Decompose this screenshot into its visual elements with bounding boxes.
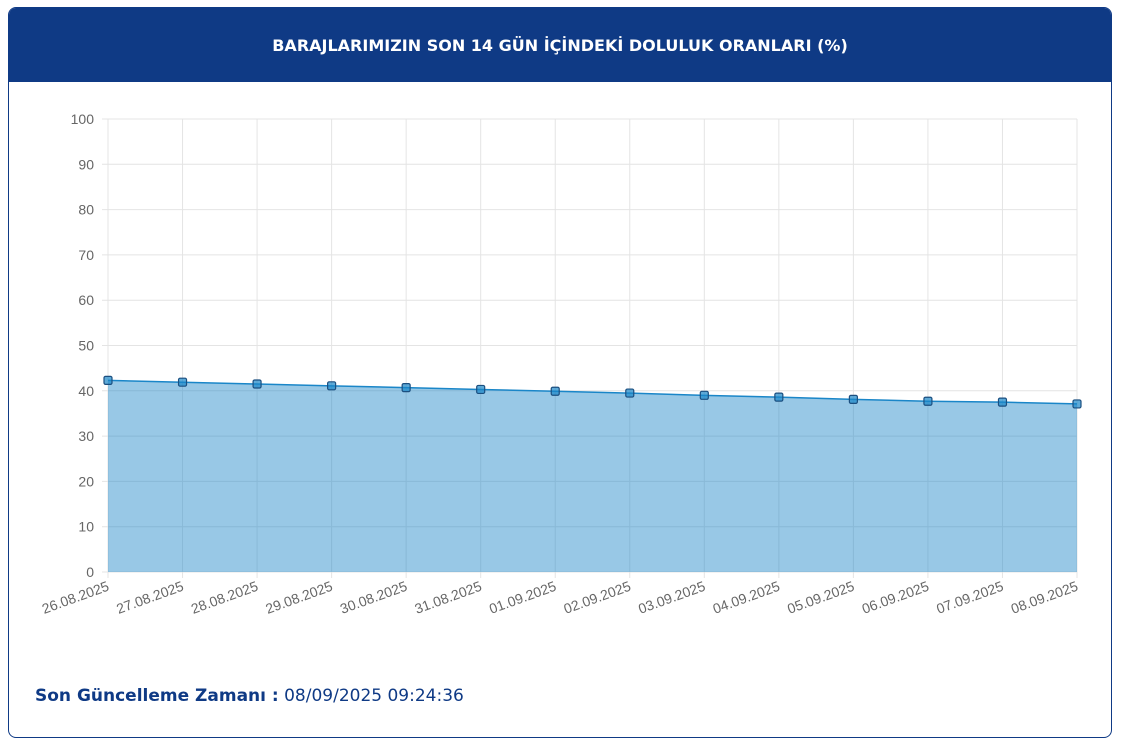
x-tick-label: 04.09.2025 [711, 578, 783, 617]
x-tick-label: 30.08.2025 [338, 578, 410, 617]
y-tick-label: 70 [78, 247, 94, 263]
point [550, 386, 560, 396]
point [848, 394, 858, 405]
card: BARAJLARIMIZIN SON 14 GÜN İÇİNDEKİ DOLUL… [8, 7, 1112, 738]
x-tick-label: 31.08.2025 [412, 578, 484, 617]
x-tick-label: 01.09.2025 [487, 578, 559, 617]
point [997, 397, 1008, 407]
point [401, 383, 411, 393]
area [108, 380, 1077, 572]
point [252, 379, 262, 389]
point [1072, 399, 1082, 409]
y-tick-label: 80 [78, 202, 94, 218]
point [177, 377, 188, 387]
x-tick-label: 29.08.2025 [263, 578, 335, 617]
footer-value: 08/09/2025 09:24:36 [284, 686, 464, 706]
point [476, 384, 486, 395]
y-tick-label: 30 [78, 428, 94, 444]
line [107, 379, 1078, 405]
x-tick-label: 02.09.2025 [561, 578, 633, 617]
y-tick-label: 0 [86, 564, 94, 580]
point [923, 396, 933, 406]
footer-label: Son Güncelleme Zamanı : [35, 686, 279, 706]
point [327, 381, 337, 391]
y-tick-label: 10 [78, 519, 94, 535]
y-tick-label: 40 [78, 383, 94, 399]
x-tick-label: 28.08.2025 [189, 578, 261, 617]
x-tick-label: 26.08.2025 [40, 578, 112, 617]
footer: Son Güncelleme Zamanı : 08/09/2025 09:24… [35, 686, 464, 706]
y-tick-label: 100 [71, 111, 95, 127]
y-tick-label: 60 [78, 292, 94, 308]
x-tick-label: 08.09.2025 [1009, 578, 1081, 617]
chart-title: BARAJLARIMIZIN SON 14 GÜN İÇİNDEKİ DOLUL… [9, 8, 1111, 82]
y-tick-label: 20 [78, 473, 94, 489]
point [774, 392, 784, 402]
point [103, 375, 113, 385]
x-tick-label: 07.09.2025 [934, 578, 1006, 617]
point [699, 390, 709, 400]
point [625, 388, 635, 398]
x-tick-label: 03.09.2025 [636, 578, 708, 617]
x-tick-label: 05.09.2025 [785, 578, 857, 617]
x-tick-label: 06.09.2025 [860, 578, 932, 617]
y-tick-label: 50 [78, 338, 94, 354]
x-tick-label: 27.08.2025 [114, 578, 186, 617]
y-tick-label: 90 [78, 156, 94, 172]
